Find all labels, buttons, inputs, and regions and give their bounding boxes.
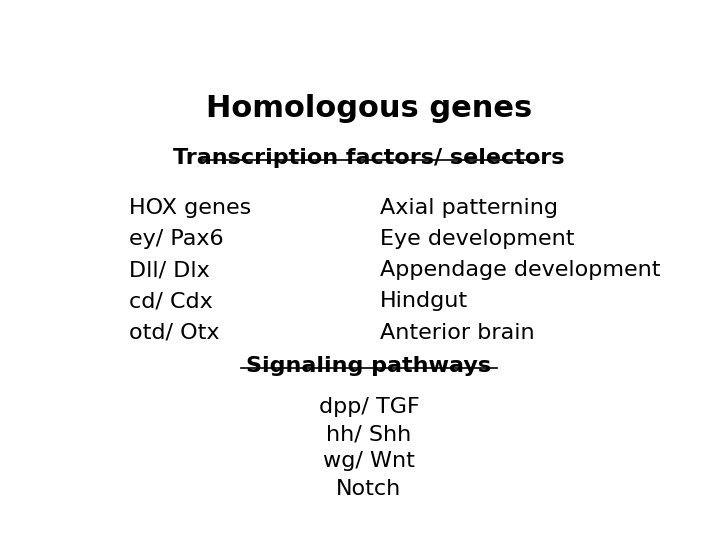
Text: dpp/ TGF: dpp/ TGF xyxy=(319,397,419,417)
Text: Homologous genes: Homologous genes xyxy=(206,94,532,123)
Text: Notch: Notch xyxy=(336,478,402,498)
Text: cd/ Cdx: cd/ Cdx xyxy=(129,292,213,312)
Text: wg/ Wnt: wg/ Wnt xyxy=(323,451,415,471)
Text: Axial patterning: Axial patterning xyxy=(380,198,558,218)
Text: hh/ Shh: hh/ Shh xyxy=(326,424,412,444)
Text: Hindgut: Hindgut xyxy=(380,292,468,312)
Text: HOX genes: HOX genes xyxy=(129,198,251,218)
Text: Eye development: Eye development xyxy=(380,229,575,249)
Text: Anterior brain: Anterior brain xyxy=(380,322,535,342)
Text: Appendage development: Appendage development xyxy=(380,260,661,280)
Text: Transcription factors/ selectors: Transcription factors/ selectors xyxy=(174,148,564,168)
Text: Dll/ Dlx: Dll/ Dlx xyxy=(129,260,210,280)
Text: ey/ Pax6: ey/ Pax6 xyxy=(129,229,224,249)
Text: Signaling pathways: Signaling pathways xyxy=(246,356,492,376)
Text: otd/ Otx: otd/ Otx xyxy=(129,322,220,342)
